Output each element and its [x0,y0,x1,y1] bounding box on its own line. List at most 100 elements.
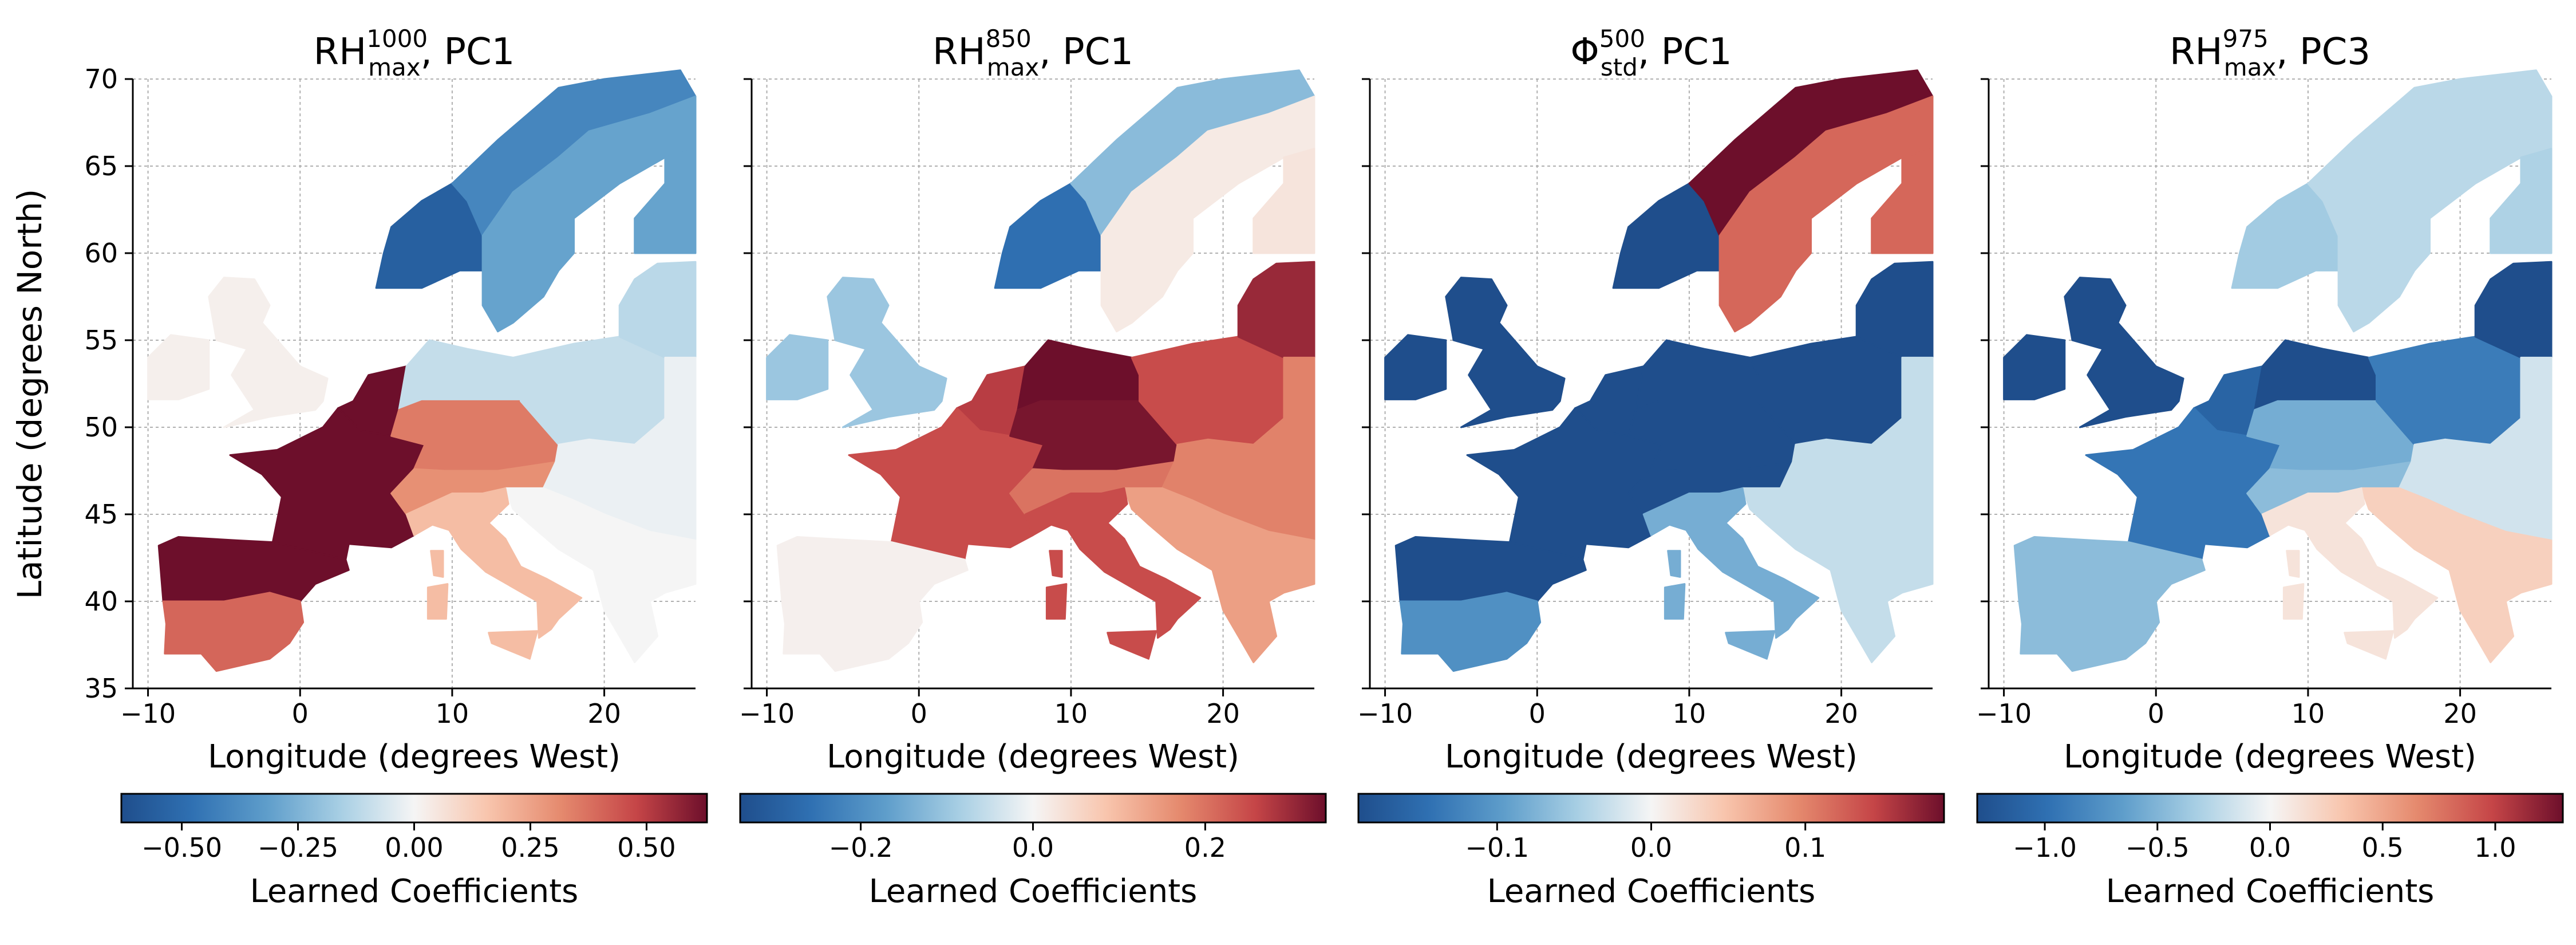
title-subscript: max [368,53,421,81]
y-tick-label: 40 [84,586,118,617]
region-islands [2282,583,2305,620]
map [1384,69,1934,672]
region-scandinavia-east [2337,95,2553,333]
x-tick-label: −10 [120,698,176,729]
title-base: RH [2170,31,2223,73]
chart-title: RH975 max, PC3 [2170,25,2370,81]
title-base: RH [933,31,986,73]
colorbar-tick-label: 0.0 [2249,832,2291,863]
region-balkans [1741,487,1934,663]
region-ireland [766,334,829,400]
colorbar-tick-label: 0.0 [1012,832,1054,863]
panel-4: −10 0 10 20 Longitude (degrees West) RH975 max… [1976,25,2564,910]
region-scandinavia-east [1718,95,1934,333]
colorbar-tick-label: 0.50 [617,832,675,863]
region-islands [1045,583,1068,620]
x-tick-label: 10 [2291,698,2325,729]
region-ireland [1384,334,1447,400]
region-islands [1049,550,1063,578]
region-germany-north [398,339,521,411]
title-superscript: 975 [2223,25,2269,53]
region-germany-north [2254,339,2377,411]
colorbar-tick-label: −1.0 [2013,832,2077,863]
x-tick-label: 20 [1824,698,1858,729]
region-uk [1445,277,1566,428]
colorbar-tick-label: 0.2 [1184,832,1226,863]
colorbar [1976,793,2564,824]
x-tick-label: 10 [436,698,469,729]
title-superscript: 500 [1599,25,1645,53]
colorbar-tick-label: −0.5 [2125,832,2190,863]
x-tick-label: −10 [1357,698,1413,729]
x-tick-label: 10 [1673,698,1706,729]
region-uk [827,277,947,428]
title-rest: , PC1 [1039,31,1133,73]
map [766,69,1315,672]
colorbar [739,793,1327,824]
title-rest: , PC3 [2276,31,2370,73]
colorbar-tick-label: −0.2 [829,832,893,863]
map [2003,69,2553,672]
region-iberia-south [162,592,305,672]
region-italy [2261,487,2439,639]
region-uk [2064,277,2184,428]
x-tick-label: 10 [1054,698,1088,729]
region-iberia-south [2018,592,2160,672]
region-islands [426,583,449,620]
x-axis-label: Longitude (degrees West) [827,738,1239,775]
colorbar [120,793,708,824]
region-islands [2344,630,2395,660]
x-tick-label: 0 [292,698,309,729]
region-scandinavia-east [481,95,697,333]
region-finland [2490,148,2553,254]
colorbar-tick-label: 0.5 [2362,832,2404,863]
colorbar-label: Learned Coefficients [1487,873,1816,910]
region-islands [1725,630,1776,660]
title-subscript: max [987,53,1040,81]
colorbar-tick-label: 0.1 [1784,832,1826,863]
region-islands [1107,630,1157,660]
x-axis-label: Longitude (degrees West) [1445,738,1858,775]
region-balkans [2360,487,2553,663]
panel-3: −10 0 10 20 Longitude (degrees West) Φ500 std,… [1357,25,1945,910]
region-finland [1253,148,1315,254]
colorbar-tick-label: 0.00 [385,832,443,863]
colorbar-label: Learned Coefficients [250,873,579,910]
region-scandinavia-east [1100,95,1315,333]
x-tick-label: 0 [1529,698,1546,729]
region-balkans [1123,487,1315,663]
y-tick-label: 70 [84,64,118,94]
title-subscript: std [1601,53,1638,81]
region-ireland [147,334,210,400]
x-tick-label: 0 [2148,698,2164,729]
x-axis-label: Longitude (degrees West) [2064,738,2476,775]
title-subscript: max [2224,53,2277,81]
y-tick-label: 35 [84,673,118,704]
region-iberia-south [1399,592,1542,672]
colorbar-tick-label: −0.50 [141,832,222,863]
region-italy [1642,487,1820,639]
y-tick-label: 45 [84,499,118,530]
x-tick-label: 20 [1206,698,1240,729]
region-islands [430,550,444,578]
colorbar-tick-label: 1.0 [2474,832,2516,863]
title-superscript: 850 [986,25,1032,53]
colorbar-tick-label: 0.0 [1630,832,1672,863]
region-ireland [2003,334,2066,400]
chart-title: Φ500 std, PC1 [1570,25,1732,81]
colorbar-tick-label: −0.1 [1465,832,1529,863]
chart-title: RH1000 max, PC1 [314,25,515,81]
region-uk [208,277,329,428]
region-germany-north [1635,339,1759,411]
colorbar-tick-label: 0.25 [501,832,559,863]
y-axis-label: Latitude (degrees North) [10,189,49,600]
x-tick-label: 20 [2443,698,2477,729]
chart-title: RH850 max, PC1 [933,25,1133,81]
colorbar-label: Learned Coefficients [2106,873,2435,910]
region-islands [1667,550,1681,578]
y-tick-label: 60 [84,238,118,269]
y-tick-label: 50 [84,412,118,443]
region-germany-north [1017,339,1140,411]
colorbar [1357,793,1945,824]
